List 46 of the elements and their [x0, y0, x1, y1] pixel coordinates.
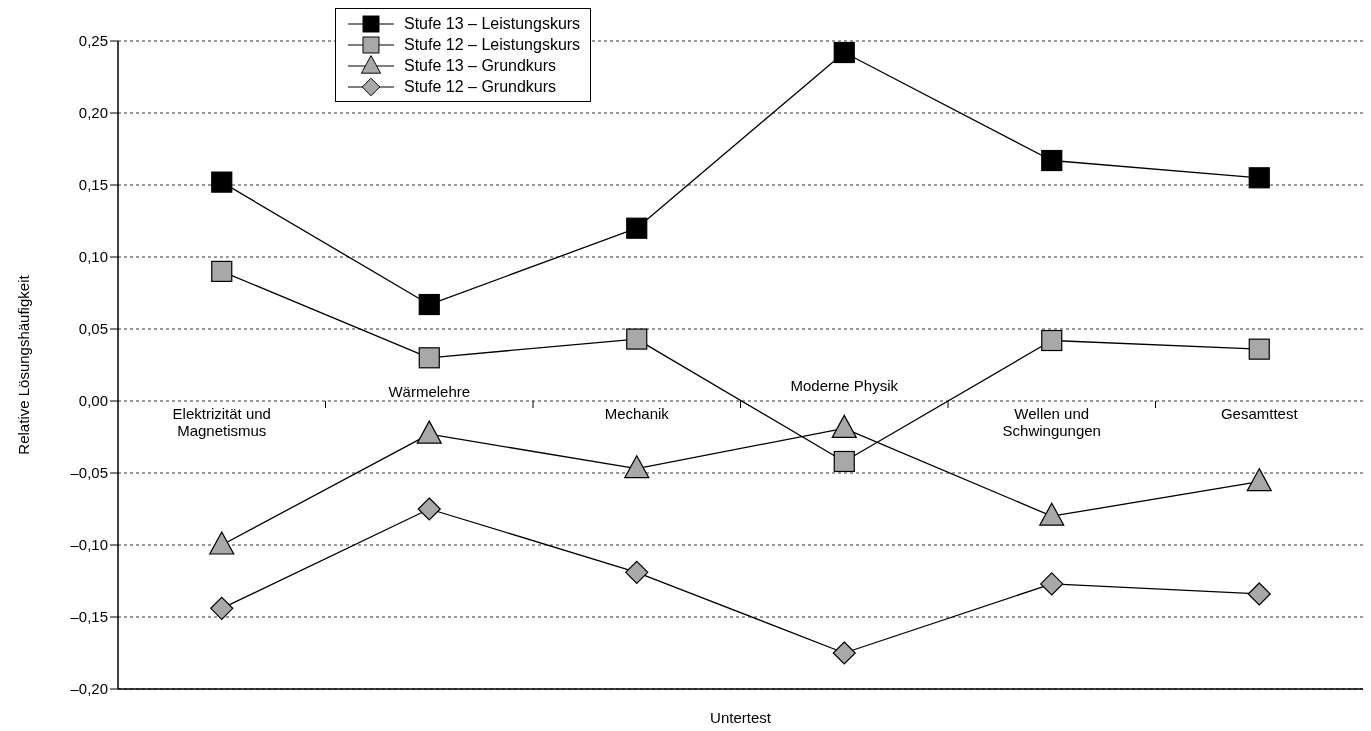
point [1247, 582, 1271, 606]
point [211, 171, 233, 193]
legend-label: Stufe 12 – Grundkurs [404, 77, 557, 96]
point [833, 41, 855, 64]
point [210, 596, 234, 620]
point [832, 641, 856, 665]
x-tick-label: Wärmelehre [388, 383, 471, 400]
point [416, 420, 442, 444]
point [1246, 468, 1272, 492]
point [418, 293, 440, 316]
y-tick-label: 0,20 [78, 104, 108, 122]
point [417, 497, 441, 521]
y-tick-label: 0,05 [78, 320, 108, 338]
point [626, 217, 648, 239]
y-tick-label: 0,10 [78, 248, 108, 266]
point [1040, 572, 1064, 596]
x-tick-label: Wellen und Schwingungen [1002, 405, 1101, 439]
y-tick-label: 0,00 [78, 392, 108, 410]
point [1039, 502, 1065, 526]
x-tick-label: Moderne Physik [790, 377, 899, 394]
point [831, 414, 857, 438]
point [833, 450, 855, 473]
y-tick-label: –0,10 [70, 536, 108, 554]
y-tick-label: 0,25 [78, 32, 108, 50]
x-tick-label: Elektrizität und Magnetismus [172, 405, 271, 439]
y-tick-label: –0,15 [70, 608, 108, 626]
point [624, 455, 650, 479]
x-tick-label: Gesamttest [1220, 405, 1299, 422]
legend-label: Stufe 13 – Leistungskurs [404, 14, 581, 33]
point [625, 560, 649, 584]
y-tick-label: 0,15 [78, 176, 108, 194]
y-tick-label: –0,20 [70, 680, 108, 698]
x-tick-label: Mechanik [604, 405, 670, 422]
x-axis-title: Untertest [710, 709, 772, 726]
point [1248, 338, 1270, 360]
y-tick-label: –0,05 [70, 464, 108, 482]
point [418, 347, 440, 369]
point [1041, 149, 1063, 172]
y-axis-title: Relative Lösungshäufigkeit [15, 274, 33, 455]
point [209, 531, 235, 555]
point [626, 328, 648, 350]
point [1248, 167, 1270, 189]
point [1041, 329, 1063, 352]
point [211, 260, 233, 282]
legend-label: Stufe 13 – Grundkurs [404, 56, 557, 75]
legend-label: Stufe 12 – Leistungskurs [404, 35, 581, 54]
